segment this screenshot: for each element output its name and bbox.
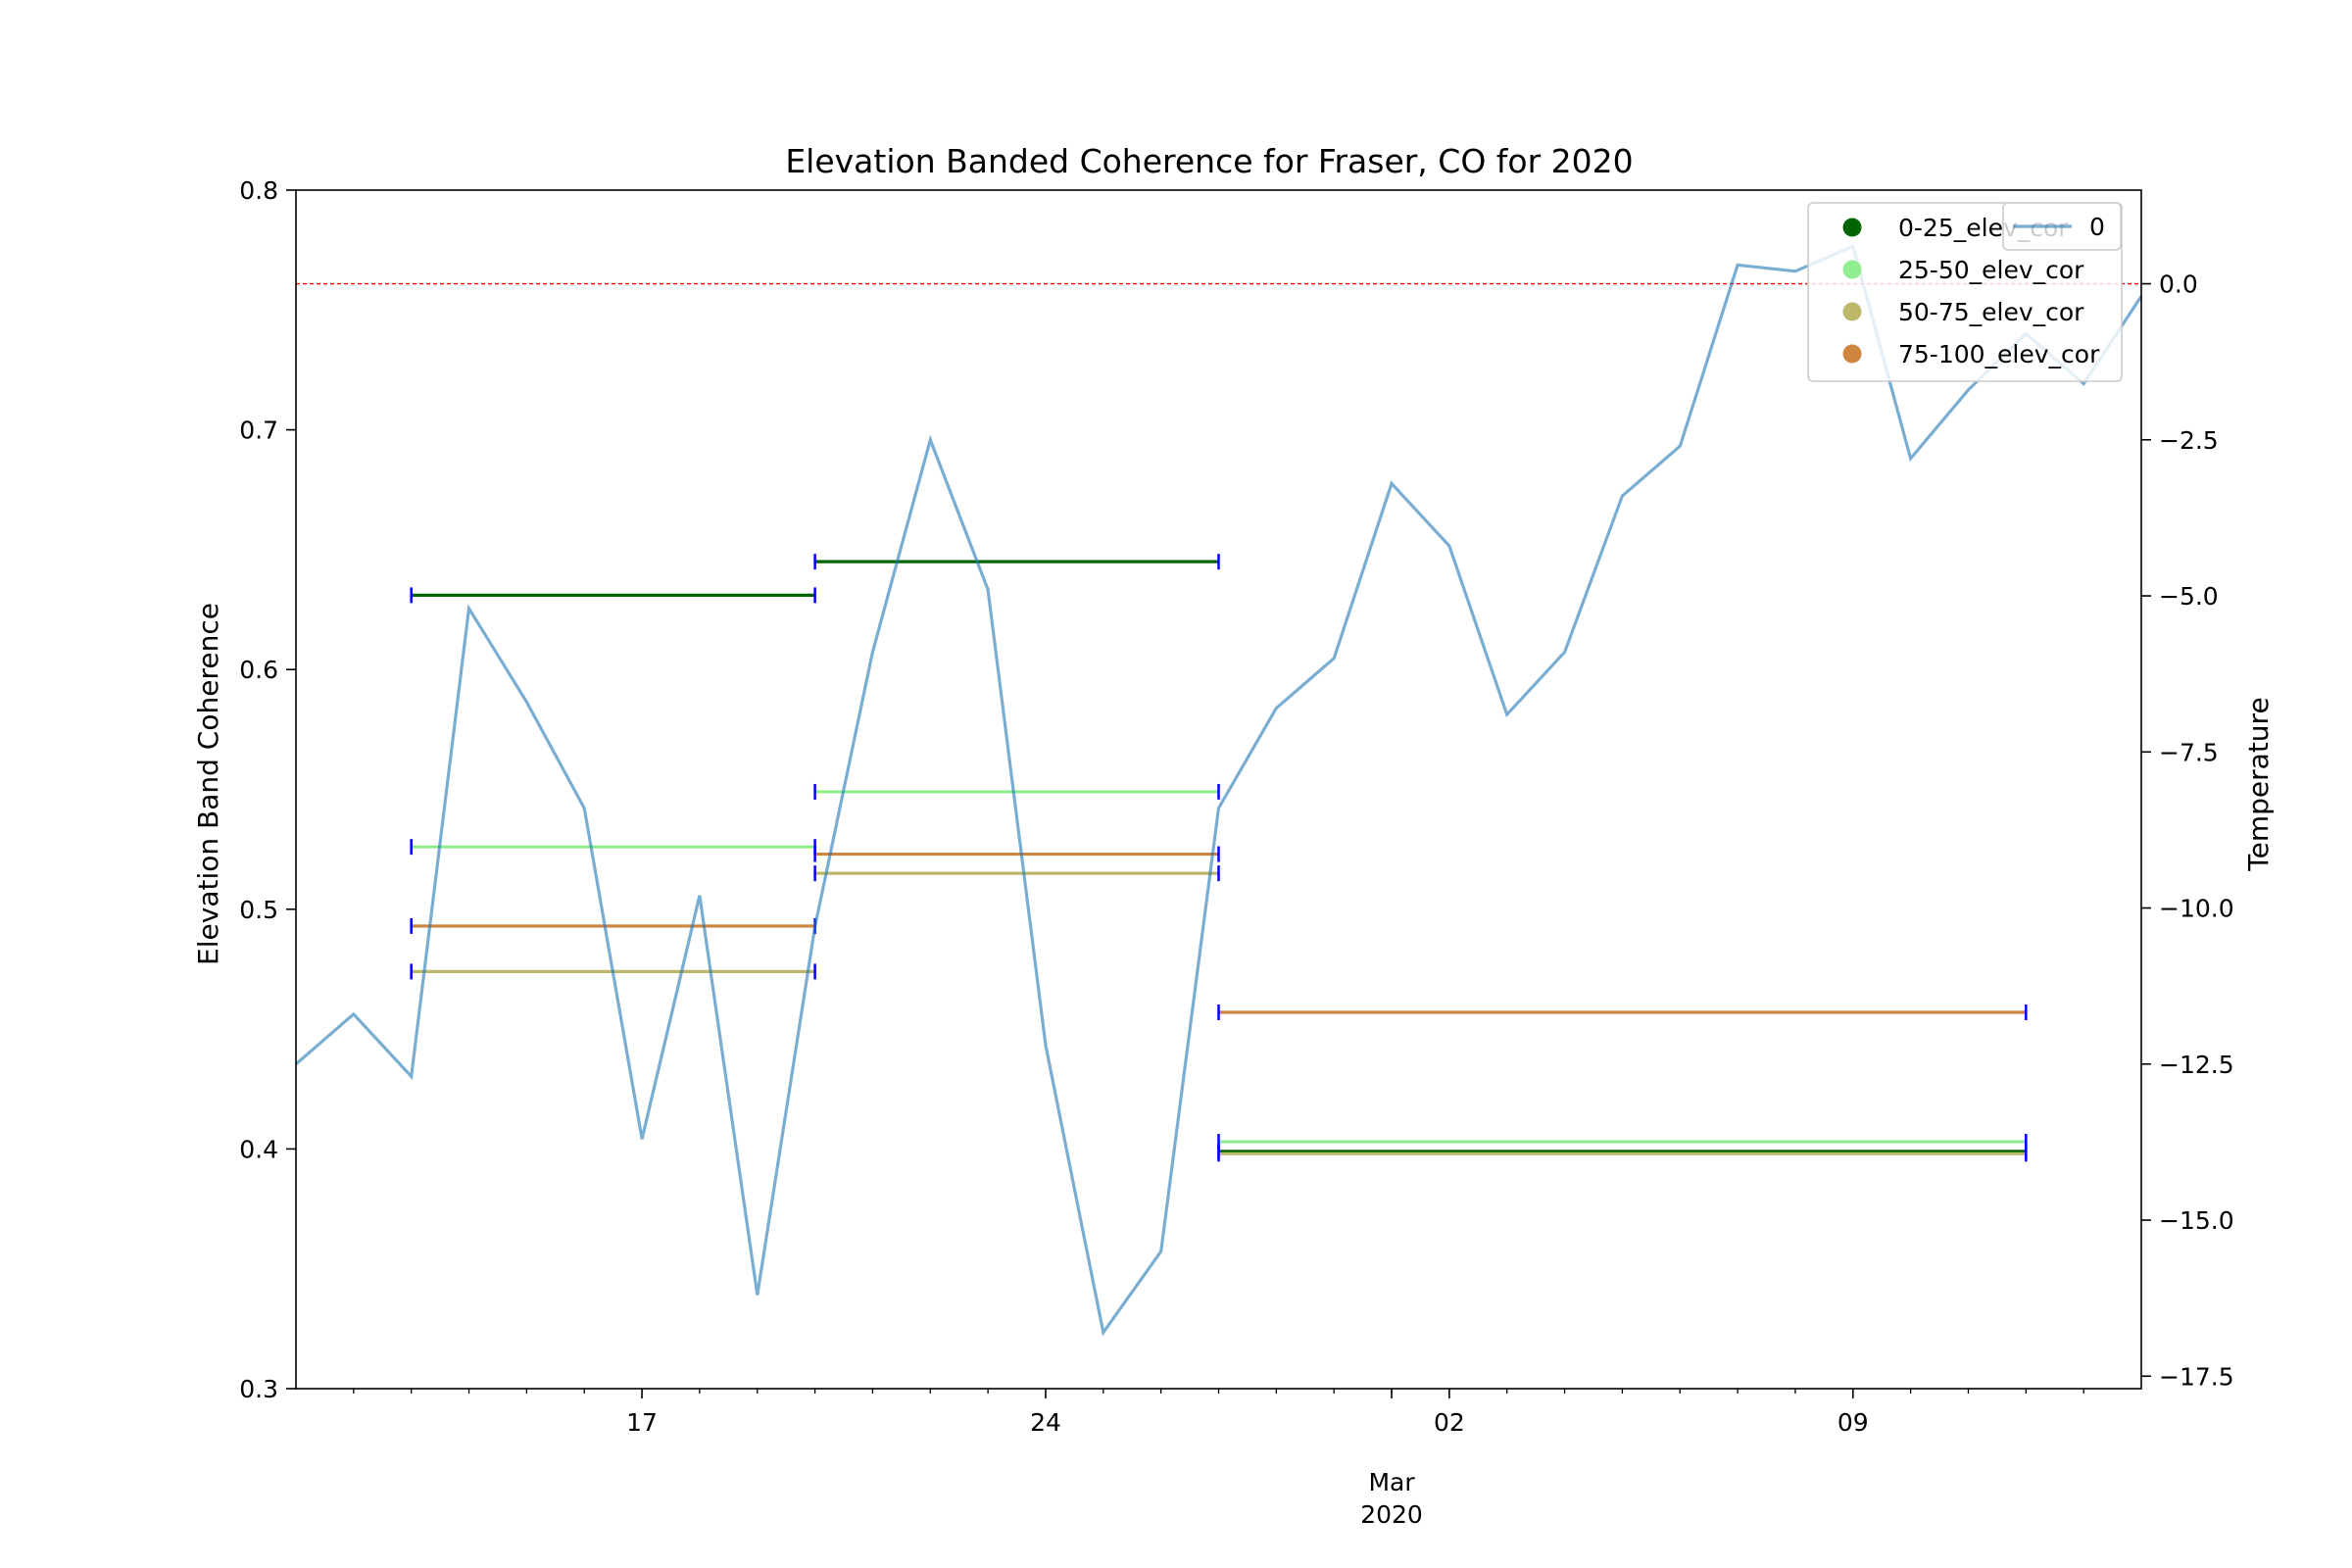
series-50-75_elev_cor (410, 865, 2028, 1162)
y2-tick-label: −12.5 (2159, 1051, 2234, 1079)
y2-tick-label: −17.5 (2159, 1362, 2234, 1391)
legend2-label: 0 (2089, 213, 2105, 241)
y-tick-label: 0.7 (239, 416, 278, 445)
y-tick-label: 0.4 (239, 1135, 278, 1163)
legend-marker (1842, 302, 1862, 321)
legend-temperature: 0 (2002, 202, 2122, 251)
y2-tick-label: −2.5 (2159, 426, 2219, 455)
y2-tick-label: −7.5 (2159, 738, 2219, 766)
x-month-label: Mar (1368, 1468, 1415, 1496)
legend-label: 25-50_elev_cor (1898, 256, 2084, 284)
x-tick-label: 24 (1030, 1408, 1061, 1437)
y-tick-label: 0.6 (239, 656, 278, 684)
y2-tick-label: −15.0 (2159, 1206, 2234, 1235)
x-tick-label: 09 (1838, 1408, 1869, 1437)
series-75-100_elev_cor (410, 846, 2028, 1020)
x-year-label: 2020 (1360, 1500, 1423, 1529)
legend-marker (1842, 218, 1862, 237)
legend-label: 75-100_elev_cor (1898, 340, 2100, 368)
y-tick-label: 0.3 (239, 1375, 278, 1403)
axes: 0.3 0.4 0.5 0.6 0.7 0.8 0.0 −2.5 −5.0 −7.5 −10.0 −1… (239, 176, 2233, 1529)
y2-tick-label: 0.0 (2159, 270, 2198, 299)
legend-label: 50-75_elev_cor (1898, 298, 2084, 326)
legend-marker (1842, 260, 1862, 279)
x-tick-label: 02 (1434, 1408, 1465, 1437)
plot-area (294, 244, 2143, 1337)
x-tick-label: 17 (626, 1408, 658, 1437)
y2-tick-label: −10.0 (2159, 895, 2234, 923)
y-tick-label: 0.5 (239, 896, 278, 924)
y2-tick-label: −5.0 (2159, 582, 2219, 611)
chart-title: Elevation Banded Coherence for Fraser, C… (785, 142, 1633, 180)
series-25-50_elev_cor (410, 783, 2028, 1151)
y-tick-label: 0.8 (239, 176, 278, 205)
legend-marker (1842, 344, 1862, 364)
y-axis-label: Elevation Band Coherence (192, 603, 224, 965)
y2-axis-label: Temperature (2242, 697, 2275, 871)
